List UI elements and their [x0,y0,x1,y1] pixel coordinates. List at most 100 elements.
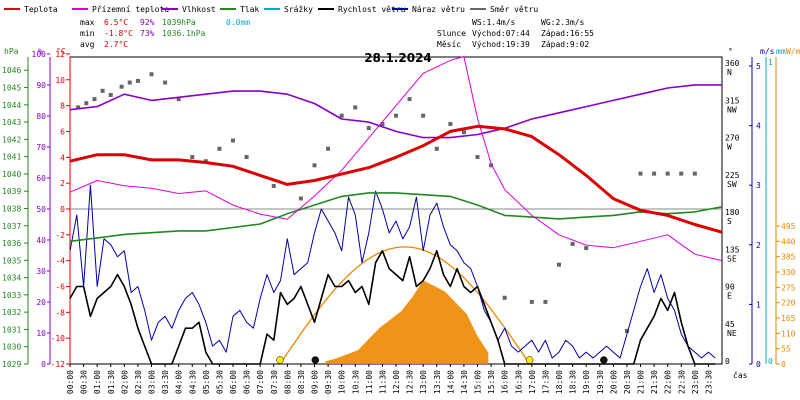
dir-tick-label: 360 [725,59,740,68]
hpa-tick-label: 1034 [2,274,21,283]
temp-tick-label: -6 [55,282,65,291]
wm2-tick-label: 0 [781,360,786,369]
dir-tick-label: 315 [725,96,740,105]
wind-direction-point [380,121,385,126]
dir-compass-label: W [727,143,732,152]
time-tick-label: 02:00 [120,370,129,394]
time-tick-label: 00:30 [80,370,89,394]
ms-tick-label: 2 [756,241,761,250]
time-tick-label: 23:00 [691,370,700,394]
wind-direction-point [638,171,643,176]
wind-direction-point [543,299,548,304]
wind-direction-point [502,295,507,300]
wm2-tick-label: 220 [781,299,796,308]
pct-tick-label: 50 [36,205,46,214]
wind-direction-point [584,246,589,251]
ms-tick-label: 5 [756,62,761,71]
time-tick-label: 04:00 [175,370,184,394]
stat-moon-rise: Východ:19:39 [472,40,530,49]
hpa-tick-label: 1043 [2,118,21,127]
wind-direction-point [407,97,412,102]
time-tick-label: 19:30 [596,370,605,394]
stat-sun-label: Slunce [437,29,466,38]
stat-min-temp: -1.8°C [104,29,133,38]
wind-direction-point [108,92,113,97]
time-tick-label: 03:00 [148,370,157,394]
temp-tick-label: 0 [60,205,65,214]
dir-compass-label: SW [727,180,737,189]
temp-tick-label: -2 [55,231,65,240]
pct-tick-label: 100 [32,50,47,59]
stat-min-label: min [80,29,95,38]
stats-block: max 6.5°C 92% 1039hPa 0.0mm min -1.8°C 7… [80,18,594,49]
wind-direction-point [190,155,195,160]
pct-tick-label: 10 [36,329,46,338]
moonset-marker [311,356,320,364]
wind-direction-point [163,80,168,85]
wm2-tick-label: 330 [781,268,796,277]
time-tick-label: 04:30 [188,370,197,394]
temp-tick-label: 4 [60,153,65,162]
wm2-unit-label: W/m² [786,47,800,56]
time-tick-label: 05:00 [202,370,211,394]
wind-direction-point [119,84,124,89]
time-tick-label: 16:30 [514,370,523,394]
legend-label: Tlak [240,5,259,14]
hpa-tick-label: 1035 [2,256,21,265]
wind-speed-line [69,250,716,365]
solar-measured-area [325,280,489,364]
stat-rain: 0.0mm [226,18,250,27]
wind-direction-point [557,262,561,267]
time-tick-label: 20:00 [609,370,618,394]
dir-compass-label: NW [727,105,737,114]
hpa-tick-label: 1044 [2,101,21,110]
wind-direction-point [434,146,439,151]
stat-avg-label: avg [80,40,95,49]
wind-direction-point [92,97,97,102]
wind-direction-point [529,299,534,304]
hpa-tick-label: 1045 [2,84,21,93]
mm-tick-label: 0 [768,357,773,366]
stat-max-press: 1039hPa [162,18,196,27]
pct-tick-label: 70 [36,143,46,152]
solar-theoretical-line [279,246,528,365]
time-tick-label: 15:30 [487,370,496,394]
wind-direction-point [312,163,317,168]
time-tick-label: 11:30 [378,370,387,394]
wind-direction-point [652,171,657,176]
dir-compass-label: NE [727,329,737,338]
chart-title: 28.1.2024 [364,51,432,65]
wind-direction-point [692,171,697,176]
wind-direction-point [76,105,81,110]
time-tick-label: 08:30 [297,370,306,394]
dir-tick-label: 0 [725,357,730,366]
time-tick-label: 21:30 [650,370,659,394]
wind-direction-point [84,101,89,106]
time-tick-label: 06:00 [229,370,238,394]
pct-tick-label: 30 [36,267,46,276]
time-tick-label: 12:00 [392,370,401,394]
temp-tick-label: -12 [51,360,66,369]
time-tick-label: 12:30 [406,370,415,394]
wind-direction-point [298,196,303,201]
time-tick-label: 10:30 [351,370,360,394]
hpa-tick-label: 1030 [2,343,21,352]
time-tick-label: 21:00 [637,370,646,394]
wind-direction-point [570,241,575,246]
legend-label: Náraz větru [412,5,465,14]
sunset-marker [525,356,534,364]
hpa-tick-label: 1040 [2,170,21,179]
temp-tick-label: 6 [60,127,65,136]
time-tick-label: 11:00 [365,370,374,394]
wind-direction-point [135,78,140,83]
stat-sun-set: Západ:16:55 [541,29,594,38]
stat-max-temp: 6.5°C [104,18,128,27]
hpa-tick-label: 1041 [2,153,21,162]
time-tick-label: 06:30 [243,370,252,394]
dir-tick-label: 135 [725,245,740,254]
wind-direction-point [231,138,235,143]
time-tick-label: 19:00 [582,370,591,394]
legend-label: Srážky [284,5,313,14]
